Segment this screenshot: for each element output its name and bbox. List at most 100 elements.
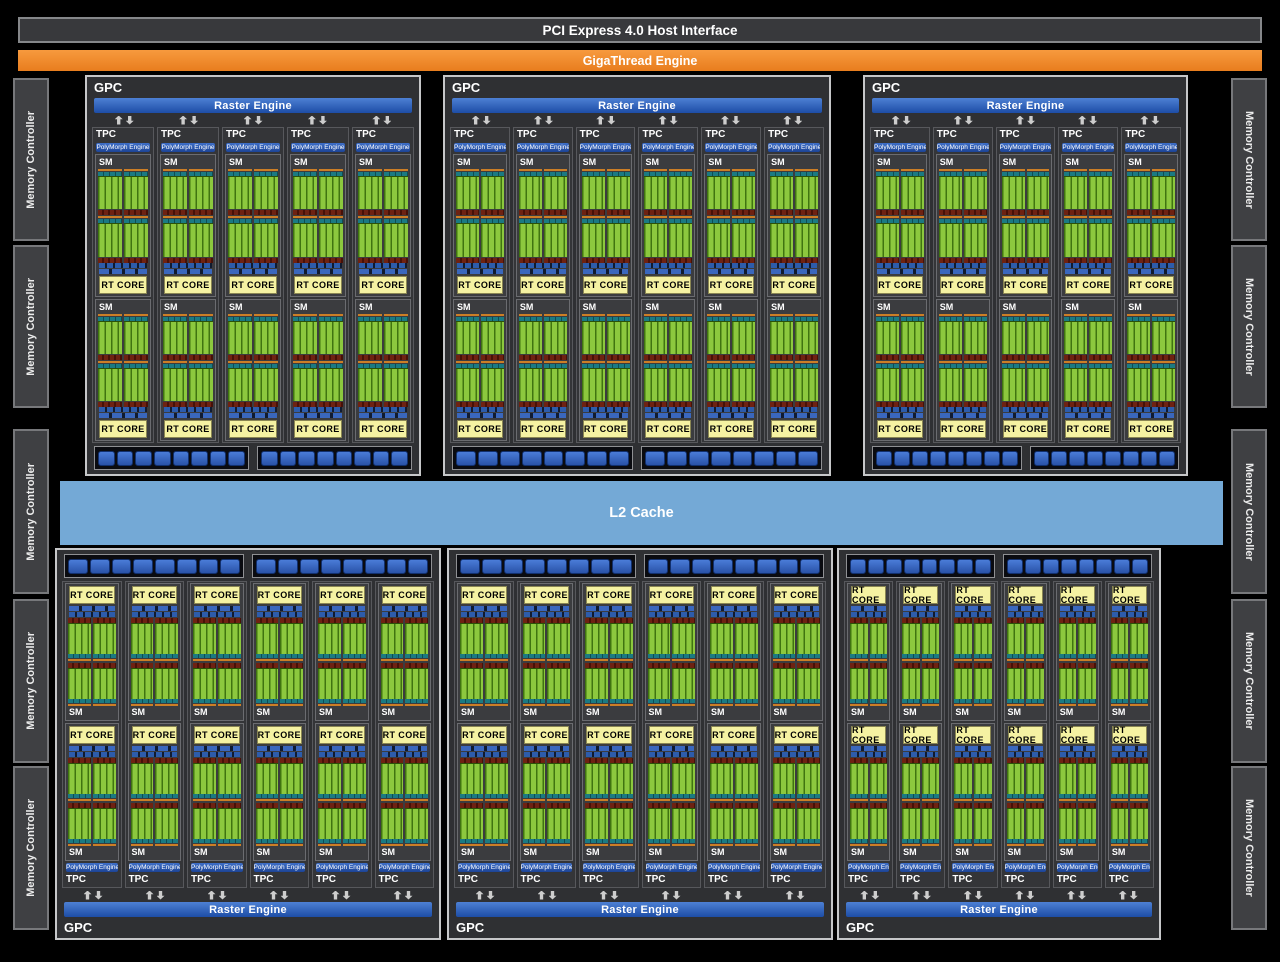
cuda-core-array [518, 320, 542, 354]
scheduler-strip [228, 172, 252, 176]
rop-unit [1123, 450, 1140, 466]
cuda-core-array [68, 668, 91, 699]
sm-label: SM [939, 157, 954, 167]
register-row [1152, 257, 1175, 263]
scheduler-strip [1130, 839, 1149, 843]
texture-unit-row [771, 268, 817, 274]
arrow-pair [575, 114, 637, 126]
register-row [963, 257, 987, 263]
scheduler-strip [973, 794, 992, 798]
gpc-label: GPC [452, 80, 481, 95]
up-arrow-icon [720, 115, 729, 125]
rt-core: RT CORE [771, 420, 817, 438]
down-arrow-icon [1078, 890, 1087, 900]
scheduler-strip [850, 699, 868, 703]
rop-unit [89, 558, 110, 574]
dispatch-bar [155, 704, 178, 706]
scheduler-strip [280, 654, 303, 658]
dispatch-bar [672, 844, 695, 846]
sm-body [707, 168, 756, 263]
scheduler-strip [98, 172, 122, 176]
ldst-unit-row [457, 407, 503, 412]
sm-block: RT CORE SM [769, 723, 823, 861]
cuda-core-array [707, 320, 731, 354]
register-row [68, 663, 91, 668]
cuda-core-array [954, 668, 972, 699]
arrow-pair [994, 114, 1056, 126]
cuda-core-array [869, 623, 888, 654]
sm-partition [954, 757, 972, 847]
rt-core: RT CORE [319, 726, 365, 744]
polymorph-engine-bar: PolyMorph Engine [291, 143, 345, 152]
rop-partition [872, 446, 1022, 470]
sm-body [255, 617, 303, 707]
cuda-core-array [155, 623, 178, 654]
raster-tpc-arrows [844, 889, 1154, 901]
cuda-core-array [1006, 808, 1025, 839]
texture-unit-row [773, 746, 819, 751]
memory-controller: Memory Controller [13, 429, 49, 594]
tpc-label: TPC [874, 129, 894, 140]
sm-label: SM [1059, 707, 1074, 717]
cuda-core-array [1064, 320, 1088, 354]
ldst-unit-row [359, 407, 407, 412]
register-row [644, 354, 668, 360]
arrow-pair [124, 889, 186, 901]
dispatch-bar [358, 169, 382, 171]
scheduler-strip [547, 839, 570, 843]
sm-block: RT CORE SM [519, 723, 573, 861]
ldst-unit-row [229, 407, 277, 412]
polymorph-engine-bar: PolyMorph Engine [356, 143, 410, 152]
register-row [772, 663, 796, 668]
register-row [318, 663, 341, 668]
down-arrow-icon [974, 890, 983, 900]
up-arrow-icon [658, 115, 667, 125]
sm-label: SM [586, 847, 600, 857]
sm-body [130, 757, 178, 847]
tpc-block: TPC PolyMorph Engine SM RT CORE SM RT CORE [450, 127, 510, 443]
sm-body [850, 757, 888, 847]
cuda-core-array [68, 763, 91, 794]
cuda-core-array [734, 808, 758, 839]
scheduler-strip [850, 654, 868, 658]
scheduler-strip [900, 219, 924, 224]
tpc-block: TPC PolyMorph Engine SM RT CORE SM RT CORE [932, 127, 993, 443]
scheduler-strip [672, 654, 695, 658]
cuda-core-array [938, 320, 962, 354]
dispatch-bar [1130, 659, 1149, 661]
cuda-core-array [1064, 223, 1088, 257]
register-row [280, 663, 303, 668]
register-row [954, 758, 972, 763]
polymorph-engine-bar: PolyMorph Engine [642, 143, 695, 152]
dispatch-bar [644, 313, 668, 316]
sm-partition [732, 168, 756, 263]
dispatch-bar [293, 313, 317, 316]
cuda-core-array [669, 223, 693, 257]
up-arrow-icon [1015, 890, 1024, 900]
dispatch-bar [384, 169, 408, 171]
cuda-core-array [98, 367, 122, 401]
register-row [319, 210, 343, 216]
scheduler-strip [609, 839, 633, 843]
arrow-pair [762, 114, 824, 126]
sm-label: SM [955, 847, 969, 857]
register-row [1001, 257, 1025, 263]
register-row [92, 758, 116, 763]
cuda-core-array [543, 367, 567, 401]
sm-body [585, 757, 633, 847]
sm-label: SM [457, 157, 471, 167]
register-row [193, 663, 216, 668]
register-row [921, 803, 940, 808]
sm-block: RT CORE SM [377, 583, 431, 721]
sm-block: SM RT CORE [641, 154, 696, 297]
down-arrow-icon [280, 890, 289, 900]
cuda-core-array [585, 623, 608, 654]
dispatch-bar [1127, 169, 1151, 171]
cuda-core-array [876, 320, 899, 354]
sm-partition [1064, 168, 1088, 263]
register-row [732, 402, 756, 407]
cuda-core-array [460, 623, 483, 654]
scheduler-strip [869, 699, 888, 703]
sm-body [255, 757, 303, 847]
